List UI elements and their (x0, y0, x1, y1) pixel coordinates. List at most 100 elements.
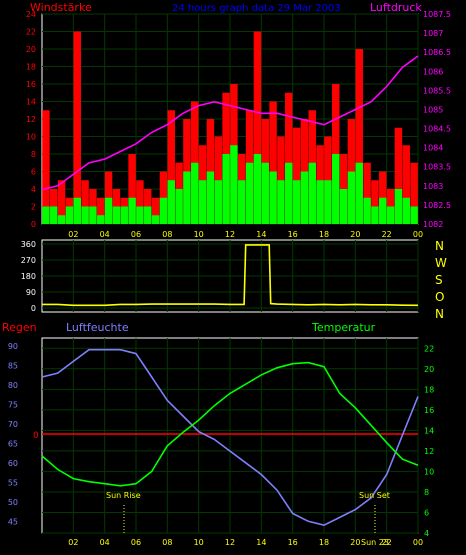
wind-gust-bar (128, 154, 136, 224)
wind-gust-bar (363, 162, 371, 224)
wind-y-tick-label: 24 (26, 10, 36, 19)
wind-avg-bar (198, 180, 207, 224)
climate-x-tick-label: 16 (288, 538, 298, 547)
sunset-label: Sun Set (359, 491, 390, 500)
wind-gust-bar (269, 101, 277, 224)
wind-avg-bar (292, 180, 301, 224)
direction-y-tick-label: 360 (21, 240, 36, 249)
humidity-y-tick-label: 80 (8, 381, 18, 390)
wind-y-tick-label: 4 (31, 185, 36, 194)
wind-y-tick-label: 20 (26, 45, 36, 54)
wind-avg-bar (57, 215, 66, 224)
wind-y-tick-label: 2 (31, 203, 36, 212)
wind-gust-bar (151, 197, 160, 224)
wind-gust-bar (355, 49, 363, 224)
rain-zero-tick: 0 (33, 431, 39, 441)
climate-x-tick-label: 12 (225, 538, 235, 547)
wind-axis-title: Windstärke (30, 1, 92, 14)
wind-gust-bar (57, 180, 66, 224)
pressure-axis-title: Luftdruck (370, 1, 422, 14)
pressure-y-tick-label: 1085.5 (423, 86, 451, 95)
humidity-y-tick-label: 60 (8, 459, 18, 468)
rain-axis-title: Regen (2, 321, 37, 334)
sun-extra-tick: Sun 23 (361, 538, 389, 547)
climate-x-tick-label: 02 (68, 538, 78, 547)
temperature-y-tick-label: 4 (424, 529, 429, 538)
pressure-y-tick-label: 1086.5 (423, 48, 451, 57)
wind-gust-bar (81, 180, 89, 224)
wind-x-tick-label: 08 (162, 230, 172, 239)
climate-x-tick-label: 20 (350, 538, 360, 547)
pressure-y-tick-label: 1084.5 (423, 125, 451, 134)
humidity-y-tick-label: 85 (8, 361, 18, 370)
direction-series (42, 244, 419, 307)
direction-y-tick-label: 180 (21, 272, 36, 281)
wind-avg-bar (104, 197, 113, 224)
climate-x-tick-label: 04 (100, 538, 110, 547)
wind-x-tick-label: 14 (256, 230, 266, 239)
climate-x-tick-label: 00 (413, 538, 423, 547)
wind-y-tick-label: 12 (26, 115, 36, 124)
humidity-y-tick-label: 65 (8, 439, 18, 448)
wind-x-tick-label: 06 (131, 230, 141, 239)
wind-gust-bar (167, 110, 175, 224)
wind-avg-bar (347, 171, 356, 224)
wind-avg-bar (308, 162, 316, 224)
pressure-y-tick-label: 1084 (423, 144, 443, 153)
direction-line (42, 244, 419, 307)
wind-avg-bar (89, 206, 97, 224)
wind-gust-bar (394, 127, 403, 224)
wind-avg-bar (363, 197, 371, 224)
temperature-y-tick-label: 6 (424, 508, 429, 517)
wind-x-tick-label: 04 (100, 230, 110, 239)
climate-x-tick-label: 18 (319, 538, 329, 547)
compass-label: W (435, 256, 447, 270)
climate-x-tick-label: 10 (194, 538, 204, 547)
humidity-series (41, 348, 419, 527)
temperature-y-tick-label: 22 (424, 344, 434, 353)
wind-avg-bar (175, 189, 183, 224)
wind-avg-bar (332, 154, 340, 224)
wind-gust-bar (97, 197, 105, 224)
wind-avg-bar (245, 162, 254, 224)
temperature-y-tick-label: 10 (424, 467, 434, 476)
wind-avg-bar (238, 180, 246, 224)
wind-y-tick-label: 6 (31, 168, 36, 177)
temperature-y-tick-label: 8 (424, 488, 429, 497)
pressure-y-tick-label: 1087 (423, 29, 443, 38)
wind-y-tick-label: 18 (26, 63, 36, 72)
pressure-y-tick-label: 1085 (423, 105, 443, 114)
wind-grid (42, 13, 419, 225)
wind-x-ticks: 02 04 06 08 10 12 14 16 18 20 22 00 (68, 230, 423, 239)
wind-avg-bar (379, 197, 387, 224)
climate-x-tick-label: 14 (256, 538, 266, 547)
wind-gust-bar (42, 110, 50, 224)
wind-avg-bar (167, 180, 175, 224)
temperature-series (41, 361, 419, 487)
wind-avg-bar (386, 206, 395, 224)
wind-avg-bar (183, 171, 191, 224)
wind-avg-bar (151, 215, 160, 224)
direction-y-tick-label: 270 (21, 256, 36, 265)
wind-avg-bar (261, 162, 269, 224)
wind-gust-bar (73, 31, 81, 224)
sunrise-label: Sun Rise (106, 491, 141, 500)
wind-x-tick-label: 02 (68, 230, 78, 239)
wind-gust-bar (136, 180, 144, 224)
temperature-y-tick-label: 18 (424, 385, 434, 394)
direction-y-tick-label: 0 (31, 304, 36, 313)
wind-y-right-ticks: 1082 1082.5 1083 1083.5 1084 1084.5 1085 1085.5… (423, 10, 451, 229)
wind-y-tick-label: 22 (26, 28, 36, 37)
wind-y-tick-label: 14 (26, 98, 36, 107)
humidity-y-tick-label: 50 (8, 498, 18, 507)
compass-label: S (435, 273, 443, 287)
wind-avg-bar (324, 180, 332, 224)
temperature-line (41, 361, 419, 487)
wind-y-tick-label: 0 (31, 220, 36, 229)
wind-avg-bar (136, 206, 144, 224)
pressure-y-tick-label: 1083 (423, 182, 443, 191)
wind-avg-bar (316, 180, 324, 224)
humidity-axis-title: Luftfeuchte (66, 321, 129, 334)
